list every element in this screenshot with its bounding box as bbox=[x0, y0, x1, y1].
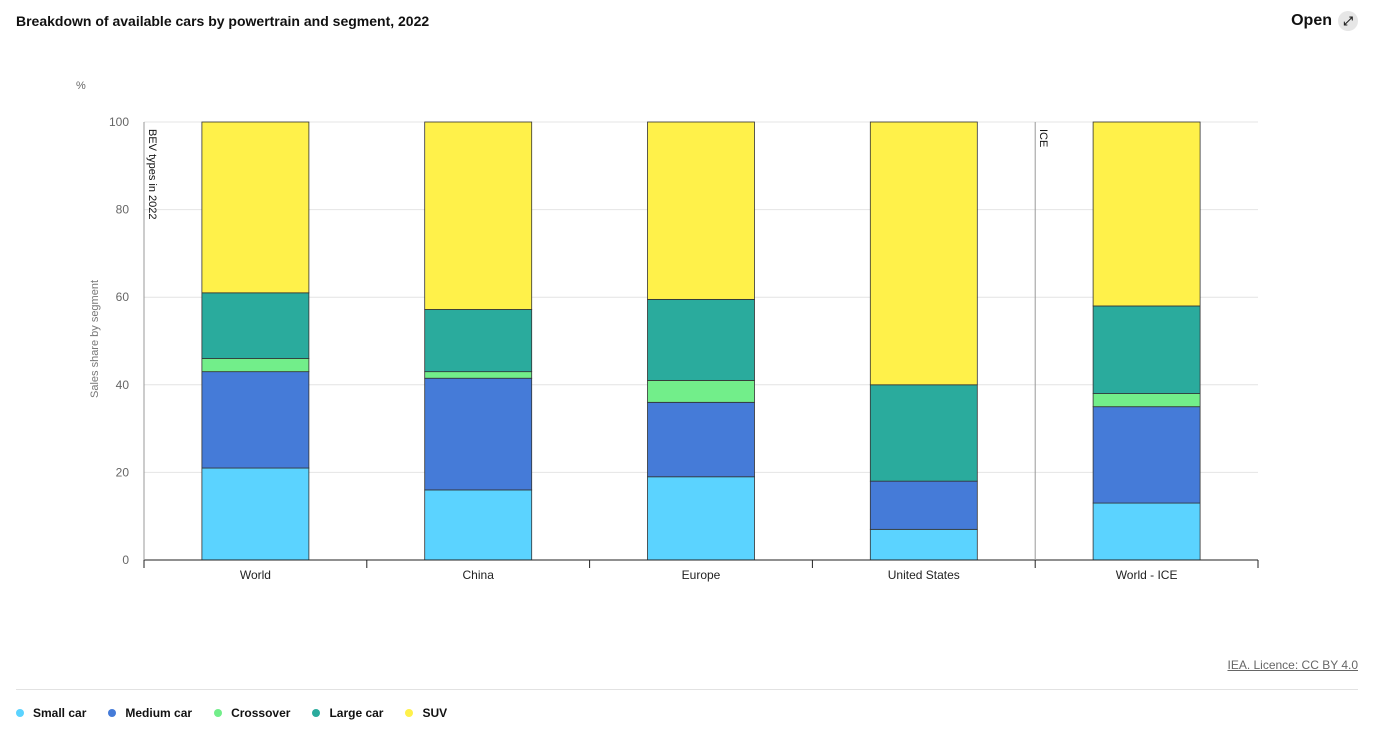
group-label: ICE bbox=[1037, 129, 1049, 147]
open-button[interactable]: Open ⤢ bbox=[1291, 11, 1358, 31]
group-label: BEV types in 2022 bbox=[146, 129, 158, 220]
expand-icon[interactable]: ⤢ bbox=[1338, 11, 1358, 31]
bar-segment[interactable] bbox=[869, 384, 978, 482]
legend-label: Large car bbox=[329, 706, 384, 720]
bar-segment[interactable] bbox=[424, 371, 533, 379]
stacked-bar-chart: 0 20 40 60 80 100% Sales share by segment World… bbox=[76, 80, 1259, 582]
x-tick-label: World bbox=[240, 568, 271, 582]
bar-segment[interactable] bbox=[201, 358, 310, 373]
bar-segment[interactable] bbox=[424, 489, 533, 561]
legend-dot-icon bbox=[405, 709, 414, 717]
bar-segment[interactable] bbox=[201, 121, 310, 294]
legend-item[interactable]: Large car bbox=[312, 706, 383, 720]
bar-segment[interactable] bbox=[647, 298, 755, 381]
legend-item[interactable]: Medium car bbox=[108, 706, 192, 720]
bar-segment[interactable] bbox=[869, 528, 978, 561]
y-tick-label: 20 bbox=[116, 465, 130, 479]
chart-title: Breakdown of available cars by powertrai… bbox=[16, 13, 430, 29]
legend: Small car Medium car Crossover Large car SUV bbox=[16, 706, 447, 720]
licence-link[interactable]: IEA. Licence: CC BY 4.0 bbox=[1227, 658, 1358, 672]
bar-segment[interactable] bbox=[647, 401, 755, 478]
legend-dot-icon bbox=[312, 709, 321, 717]
bar-segment[interactable] bbox=[647, 476, 755, 561]
y-tick-label: 40 bbox=[116, 378, 130, 392]
bar-segment[interactable] bbox=[1092, 502, 1201, 561]
bar-segment[interactable] bbox=[647, 380, 755, 403]
y-tick-label: 0 bbox=[122, 553, 129, 567]
legend-label: Medium car bbox=[125, 706, 193, 720]
bar-segment[interactable] bbox=[424, 121, 533, 310]
x-tick-label: United States bbox=[888, 568, 960, 582]
x-tick-label: China bbox=[463, 568, 495, 582]
legend-item[interactable]: SUV bbox=[405, 706, 447, 720]
bar-segment[interactable] bbox=[1092, 393, 1201, 408]
y-tick-label: 100 bbox=[109, 115, 129, 129]
bar-segment[interactable] bbox=[1092, 305, 1201, 394]
x-tick-label: Europe bbox=[682, 568, 721, 582]
legend-item[interactable]: Small car bbox=[16, 706, 86, 720]
bar-segment[interactable] bbox=[424, 377, 533, 491]
bar-segment[interactable] bbox=[1092, 406, 1201, 504]
bar-segment[interactable] bbox=[201, 292, 310, 359]
bar-segment[interactable] bbox=[869, 480, 978, 530]
bar-segment[interactable] bbox=[201, 467, 310, 561]
bar-segment[interactable] bbox=[647, 121, 755, 300]
bar-segment[interactable] bbox=[424, 309, 533, 373]
legend-label: SUV bbox=[422, 706, 448, 720]
legend-item[interactable]: Crossover bbox=[214, 706, 290, 720]
bar-segment[interactable] bbox=[201, 371, 310, 469]
legend-dot-icon bbox=[108, 709, 117, 717]
y-tick-label: 80 bbox=[116, 203, 130, 217]
bar-segment[interactable] bbox=[1092, 121, 1201, 307]
y-tick-label: 60 bbox=[116, 290, 130, 304]
x-tick-label: World - ICE bbox=[1116, 568, 1178, 582]
y-axis-label: Sales share by segment bbox=[89, 280, 101, 398]
legend-label: Small car bbox=[33, 706, 87, 720]
legend-label: Crossover bbox=[231, 706, 291, 720]
legend-divider bbox=[16, 689, 1358, 690]
legend-dot-icon bbox=[16, 709, 24, 717]
y-unit-label: % bbox=[76, 80, 86, 92]
open-label: Open bbox=[1291, 12, 1332, 29]
legend-dot-icon bbox=[214, 709, 223, 717]
bar-segment[interactable] bbox=[869, 121, 978, 386]
